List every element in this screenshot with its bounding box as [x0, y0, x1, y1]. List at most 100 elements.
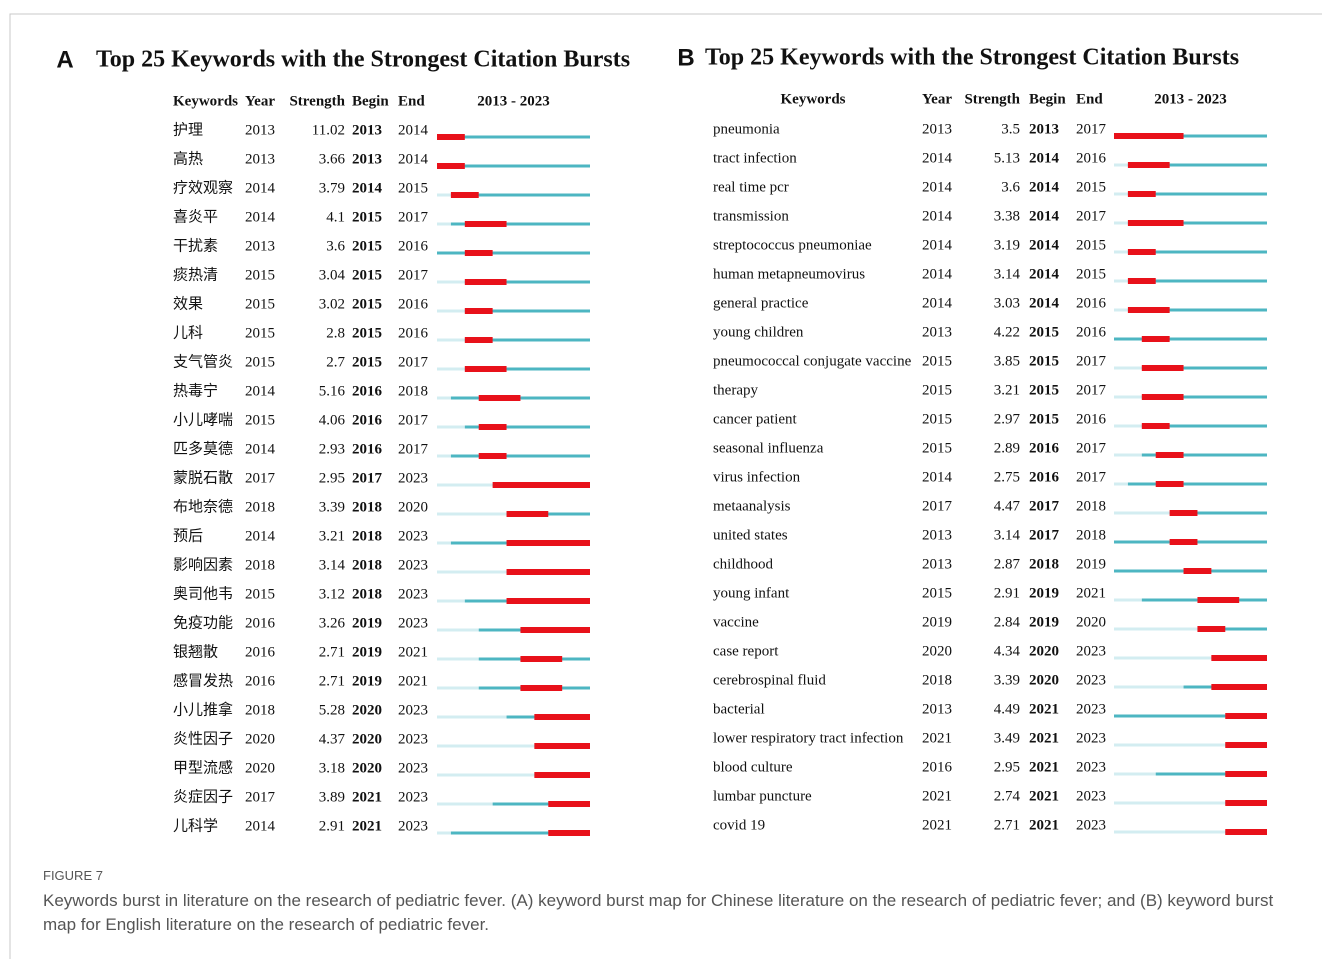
strength: 3.26: [319, 615, 346, 631]
year: 2015: [922, 353, 952, 369]
year: 2014: [245, 180, 276, 196]
year: 2015: [922, 585, 952, 601]
year: 2020: [245, 760, 275, 776]
end: 2016: [1076, 150, 1107, 166]
end: 2023: [398, 760, 428, 776]
burst-bar: [534, 743, 590, 749]
burst-bar: [1141, 365, 1184, 371]
burst-bar: [1197, 597, 1240, 603]
year: 2016: [245, 673, 276, 689]
end: 2017: [1076, 353, 1107, 369]
strength: 11.02: [312, 122, 345, 138]
year: 2014: [245, 383, 276, 399]
year: 2016: [245, 644, 276, 660]
burst-bar: [520, 685, 563, 691]
year: 2015: [245, 354, 275, 370]
begin: 2018: [1029, 556, 1059, 572]
begin: 2015: [352, 209, 382, 225]
burst-bar: [548, 801, 590, 807]
keyword: young children: [713, 324, 804, 340]
column-header: End: [398, 93, 425, 109]
begin: 2014: [1029, 179, 1060, 195]
year: 2016: [245, 615, 276, 631]
begin: 2019: [1029, 585, 1059, 601]
year: 2021: [922, 730, 952, 746]
keyword: metaanalysis: [713, 498, 791, 514]
begin: 2019: [352, 673, 382, 689]
strength: 4.47: [994, 498, 1021, 514]
strength: 4.1: [326, 209, 345, 225]
end: 2023: [398, 702, 428, 718]
end: 2023: [1076, 701, 1106, 717]
year: 2014: [245, 528, 276, 544]
burst-bar: [1155, 481, 1184, 487]
year: 2021: [922, 817, 952, 833]
keyword: virus infection: [713, 469, 801, 485]
end: 2018: [1076, 527, 1106, 543]
column-header: Begin: [1029, 91, 1066, 107]
burst-bar: [1225, 742, 1267, 748]
begin: 2015: [352, 325, 382, 341]
keyword: case report: [713, 643, 779, 659]
keyword: 炎性因子: [173, 730, 233, 747]
begin: 2021: [1029, 788, 1059, 804]
year: 2017: [245, 470, 276, 486]
keyword: bacterial: [713, 701, 765, 717]
strength: 5.28: [319, 702, 345, 718]
end: 2023: [398, 557, 428, 573]
year: 2013: [922, 527, 952, 543]
keyword: 小儿推拿: [173, 700, 233, 718]
panel-label: B: [677, 44, 694, 71]
burst-bar: [506, 511, 549, 517]
year: 2015: [245, 267, 275, 283]
column-header: Year: [245, 93, 275, 109]
year: 2018: [245, 557, 275, 573]
burst-bar: [492, 482, 590, 488]
keyword: 喜炎平: [173, 208, 218, 225]
keyword: 匹多莫德: [173, 439, 233, 457]
burst-bar: [464, 279, 507, 285]
burst-bar: [1127, 278, 1156, 284]
keyword: tract infection: [713, 150, 797, 166]
strength: 2.84: [994, 614, 1021, 630]
begin: 2015: [1029, 353, 1059, 369]
burst-bar: [464, 366, 507, 372]
begin: 2018: [352, 586, 382, 602]
year: 2017: [245, 789, 276, 805]
caption-text: Keywords burst in literature on the rese…: [43, 891, 1274, 934]
keyword: childhood: [713, 556, 773, 572]
burst-bar: [1141, 336, 1170, 342]
begin: 2015: [1029, 382, 1059, 398]
end: 2016: [1076, 295, 1107, 311]
year: 2018: [922, 672, 952, 688]
keyword: lower respiratory tract infection: [713, 730, 904, 746]
year: 2014: [922, 237, 953, 253]
end: 2021: [398, 673, 428, 689]
strength: 4.34: [994, 643, 1021, 659]
end: 2016: [398, 238, 429, 254]
keyword: 热毒宁: [173, 382, 218, 399]
burst-bar: [1225, 829, 1267, 835]
strength: 3.21: [319, 528, 345, 544]
begin: 2014: [1029, 208, 1060, 224]
keyword: 炎症因子: [173, 788, 233, 805]
end: 2017: [398, 441, 429, 457]
burst-bar: [1127, 162, 1170, 168]
end: 2015: [1076, 179, 1106, 195]
begin: 2013: [352, 151, 382, 167]
keyword: 高热: [173, 150, 203, 167]
burst-bar: [1197, 626, 1226, 632]
keyword: 效果: [173, 295, 203, 312]
column-header: 2013 - 2023: [1154, 91, 1227, 107]
burst-bar: [464, 308, 493, 314]
strength: 4.06: [319, 412, 346, 428]
year: 2021: [922, 788, 952, 804]
strength: 2.91: [994, 585, 1020, 601]
strength: 2.87: [994, 556, 1021, 572]
keyword: pneumococcal conjugate vaccine: [713, 353, 912, 369]
year: 2018: [245, 499, 275, 515]
column-header: Year: [922, 91, 952, 107]
begin: 2020: [352, 760, 382, 776]
column-header: Begin: [352, 93, 389, 109]
year: 2013: [245, 122, 275, 138]
